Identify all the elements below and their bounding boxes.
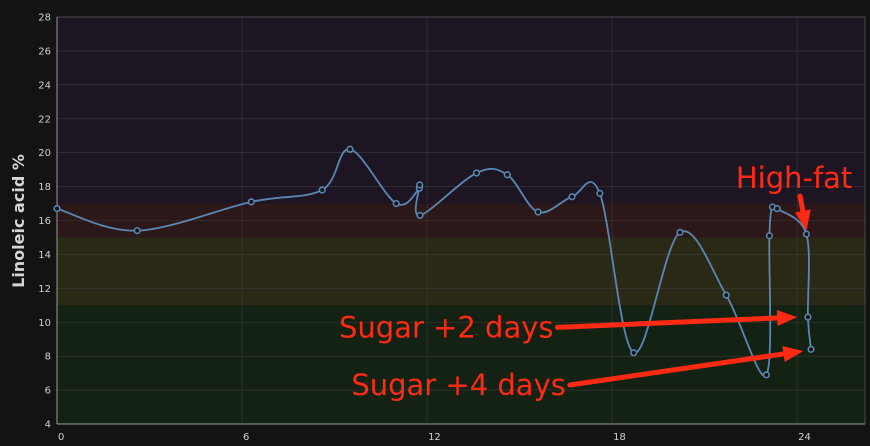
annotation-arrowhead-0 [794, 209, 811, 231]
data-point-16 [722, 291, 730, 299]
y-tick-label-4: 4 [45, 420, 51, 431]
data-point-17 [762, 371, 770, 379]
data-point-22 [804, 313, 812, 321]
x-tick-label-6: 6 [243, 432, 249, 443]
y-tick-label-10: 10 [38, 318, 51, 329]
data-point-7 [416, 181, 424, 189]
data-point-2 [247, 198, 255, 206]
series-group [53, 145, 815, 379]
annotation-arrow-2 [567, 351, 787, 388]
annotation-label-2: Sugar +4 days [351, 368, 566, 402]
tick-labels: 4 6 8 10 12 14 16 18 20 22 24 26 28 0 6 12 18 24 [38, 13, 811, 444]
x-tick-label-18: 18 [613, 432, 626, 443]
data-point-4 [346, 145, 354, 153]
annotation-label-1: Sugar +2 days [339, 310, 554, 344]
x-tick-label-24: 24 [798, 432, 811, 443]
x-tick-label-12: 12 [428, 432, 441, 443]
background-bands [57, 17, 865, 424]
data-point-23 [807, 345, 815, 353]
data-point-12 [568, 193, 576, 201]
band-3 [57, 17, 865, 204]
y-tick-label-12: 12 [38, 284, 51, 295]
axes [56, 16, 866, 425]
y-tick-label-6: 6 [45, 386, 51, 397]
annotations: High-fat Sugar +2 days Sugar +4 days [339, 161, 852, 402]
annotation-arrowhead-2 [782, 346, 804, 362]
y-axis-label: Linoleic acid % [9, 154, 28, 288]
data-point-9 [472, 169, 481, 177]
annotation-arrowhead-1 [776, 310, 798, 327]
y-tick-label-20: 20 [38, 148, 51, 159]
data-point-5 [392, 199, 400, 208]
data-point-3 [318, 186, 326, 194]
data-point-11 [534, 208, 542, 216]
annotation-arrow-0 [797, 193, 806, 214]
band-0 [57, 305, 865, 424]
data-point-1 [133, 227, 141, 235]
x-tick-label-0: 0 [58, 432, 64, 443]
data-point-14 [630, 349, 638, 357]
y-tick-label-28: 28 [38, 13, 51, 24]
y-tick-label-24: 24 [38, 80, 51, 91]
annotation-label-0: High-fat [736, 161, 852, 195]
data-point-20 [773, 205, 781, 213]
data-point-15 [676, 228, 684, 236]
y-tick-label-16: 16 [38, 216, 51, 227]
data-point-0 [53, 205, 61, 213]
y-tick-label-26: 26 [38, 46, 51, 57]
data-point-13 [596, 189, 604, 197]
y-tick-label-22: 22 [38, 114, 51, 125]
data-point-18 [765, 232, 773, 240]
y-tick-label-14: 14 [38, 250, 51, 261]
y-tick-label-18: 18 [38, 182, 51, 193]
annotation-arrow-1 [555, 315, 780, 330]
data-point-8 [416, 211, 424, 220]
data-point-10 [503, 171, 511, 179]
band-1 [57, 237, 865, 306]
y-tick-label-8: 8 [45, 352, 51, 363]
data-point-21 [802, 230, 811, 238]
